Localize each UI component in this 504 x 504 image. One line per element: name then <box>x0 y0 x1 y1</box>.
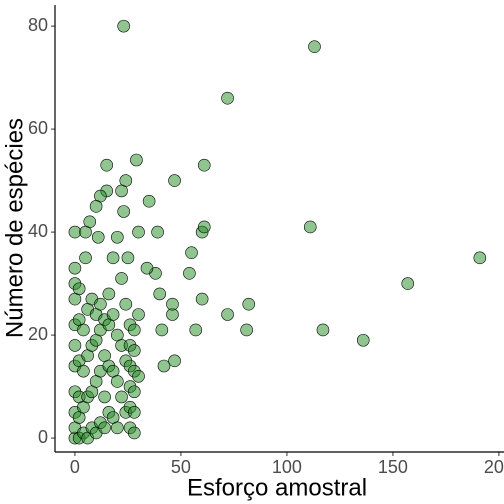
point <box>106 251 120 265</box>
point <box>153 287 167 301</box>
y-tick-label: 80 <box>28 15 48 35</box>
point <box>121 251 135 265</box>
point <box>132 369 145 383</box>
point <box>157 359 171 373</box>
point <box>127 406 141 419</box>
point <box>68 339 82 352</box>
point <box>77 323 90 337</box>
point <box>77 364 90 378</box>
point <box>473 251 487 265</box>
x-tick-label: 0 <box>70 457 80 477</box>
point <box>79 251 92 265</box>
y-tick-label: 0 <box>38 427 48 447</box>
point <box>142 194 156 208</box>
point <box>72 282 86 296</box>
point <box>127 385 141 399</box>
point <box>168 174 181 187</box>
y-tick-label: 40 <box>28 221 48 241</box>
point <box>240 323 253 337</box>
x-tick-label: 200 <box>484 457 504 477</box>
point <box>185 246 198 260</box>
point <box>308 40 321 54</box>
point <box>166 297 179 311</box>
point <box>195 292 209 306</box>
point <box>401 277 415 290</box>
point <box>130 153 143 167</box>
x-tick-label: 150 <box>378 457 408 477</box>
point <box>115 184 128 198</box>
point <box>106 308 120 321</box>
point <box>98 390 111 404</box>
point <box>115 390 128 404</box>
point <box>316 323 330 337</box>
point <box>111 421 124 435</box>
point <box>155 323 169 337</box>
x-tick-label: 100 <box>272 457 302 477</box>
point <box>79 225 92 239</box>
point <box>111 230 124 244</box>
point <box>356 333 370 347</box>
point <box>221 91 234 105</box>
point <box>94 297 107 311</box>
point <box>140 261 154 275</box>
point <box>91 230 105 244</box>
point <box>189 323 203 337</box>
point <box>89 200 103 213</box>
point <box>132 308 145 321</box>
point <box>68 261 82 275</box>
point <box>168 354 181 368</box>
point <box>183 267 196 280</box>
point <box>221 308 234 321</box>
x-axis-title: Esforço amostral <box>187 474 367 501</box>
point <box>127 426 141 440</box>
point <box>151 225 164 239</box>
point <box>98 421 111 435</box>
point <box>100 158 114 172</box>
y-tick-label: 60 <box>28 118 48 138</box>
point <box>197 220 211 234</box>
y-axis-title: Número de espécies <box>1 118 28 338</box>
point <box>111 375 124 388</box>
x-tick-label: 50 <box>171 457 191 477</box>
point <box>127 323 141 337</box>
y-tick-label: 20 <box>28 324 48 344</box>
point <box>117 19 130 33</box>
point <box>242 297 256 311</box>
point <box>127 344 141 357</box>
point <box>119 297 133 311</box>
point <box>132 225 145 239</box>
point <box>303 220 317 234</box>
point <box>68 225 82 239</box>
point <box>117 205 130 218</box>
point <box>197 158 211 172</box>
point <box>115 272 128 285</box>
point <box>102 287 116 301</box>
